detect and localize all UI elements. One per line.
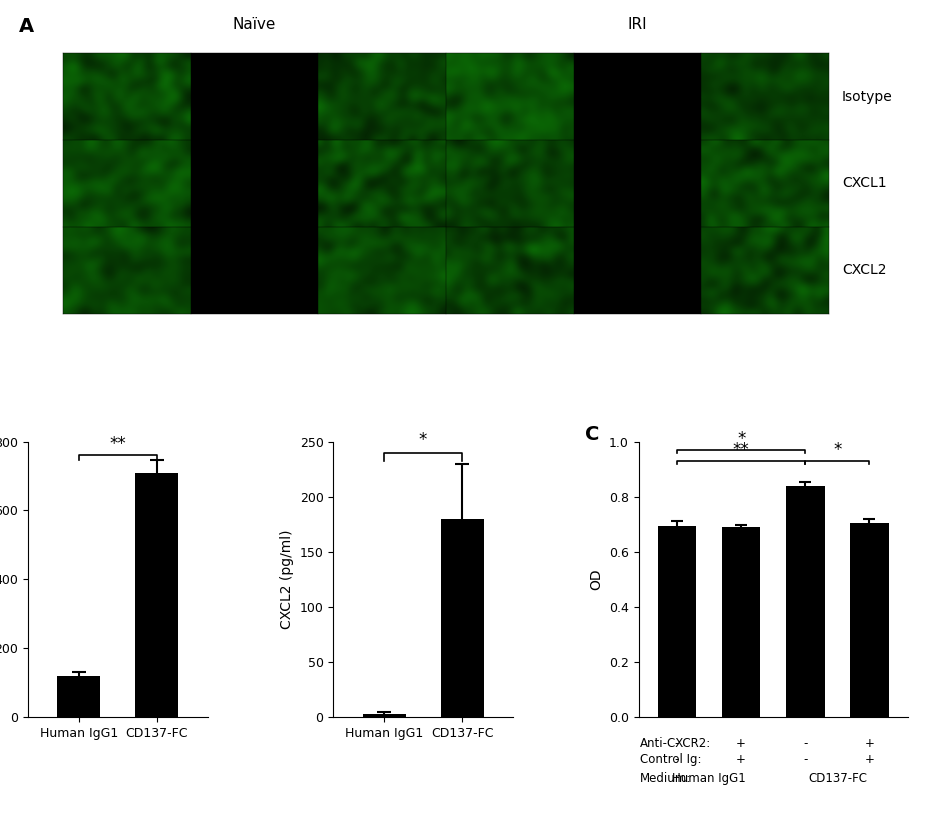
Text: -: -: [675, 736, 680, 750]
Bar: [191, 53, 318, 140]
Bar: [441, 519, 484, 717]
Y-axis label: OD: OD: [590, 569, 604, 590]
Y-axis label: CXCL2 (pg/ml): CXCL2 (pg/ml): [280, 530, 294, 629]
Bar: [786, 485, 825, 717]
Text: +: +: [865, 736, 874, 750]
Text: CXCL2: CXCL2: [842, 264, 886, 278]
Text: -: -: [803, 736, 808, 750]
Bar: [574, 227, 701, 314]
Text: +: +: [865, 753, 874, 766]
Text: C: C: [585, 425, 599, 444]
Bar: [658, 525, 696, 717]
Text: Human IgG1: Human IgG1: [672, 772, 746, 786]
Text: CD137-FC: CD137-FC: [808, 772, 867, 786]
Text: -: -: [803, 753, 808, 766]
Bar: [191, 140, 318, 227]
Bar: [136, 473, 179, 717]
Bar: [722, 527, 760, 717]
Text: Isotype: Isotype: [842, 89, 893, 103]
Text: +: +: [737, 736, 746, 750]
Bar: [574, 140, 701, 227]
Bar: [362, 714, 405, 717]
Text: +: +: [737, 753, 746, 766]
Text: **: **: [733, 441, 750, 460]
Text: **: **: [110, 435, 126, 453]
Bar: [191, 227, 318, 314]
Text: Anti-CXCR2:: Anti-CXCR2:: [640, 736, 711, 750]
Text: A: A: [20, 17, 35, 36]
Text: IRI: IRI: [627, 17, 647, 32]
Text: *: *: [833, 441, 841, 460]
Text: Medium:: Medium:: [640, 772, 691, 786]
Text: CXCL1: CXCL1: [842, 177, 886, 190]
Text: *: *: [737, 430, 745, 449]
Bar: [57, 676, 100, 717]
Text: *: *: [419, 431, 428, 450]
Bar: [574, 53, 701, 140]
Text: Control Ig:: Control Ig:: [640, 753, 701, 766]
Text: Naïve: Naïve: [233, 17, 276, 32]
Bar: [850, 523, 888, 717]
Text: -: -: [675, 753, 680, 766]
